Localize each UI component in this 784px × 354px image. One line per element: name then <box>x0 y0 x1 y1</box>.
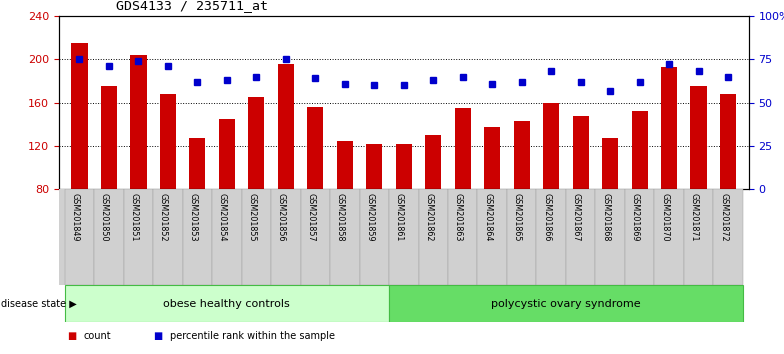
Text: GSM201855: GSM201855 <box>247 193 256 242</box>
Text: GSM201871: GSM201871 <box>690 193 699 242</box>
Bar <box>183 189 212 285</box>
Bar <box>94 189 124 285</box>
Bar <box>71 43 88 189</box>
Bar <box>448 189 477 285</box>
Bar <box>536 189 566 285</box>
Bar <box>713 189 742 285</box>
Bar <box>655 189 684 285</box>
Text: percentile rank within the sample: percentile rank within the sample <box>170 331 335 341</box>
Bar <box>124 189 153 285</box>
Bar <box>419 189 448 285</box>
Text: GSM201864: GSM201864 <box>483 193 492 241</box>
Bar <box>153 189 183 285</box>
Text: GSM201852: GSM201852 <box>159 193 168 242</box>
Bar <box>366 144 383 189</box>
Text: ■: ■ <box>153 331 162 341</box>
Text: count: count <box>84 331 111 341</box>
Text: GSM201853: GSM201853 <box>188 193 198 242</box>
Text: GSM201849: GSM201849 <box>71 193 79 242</box>
Text: GSM201857: GSM201857 <box>307 193 315 242</box>
Bar <box>160 94 176 189</box>
Bar <box>484 126 500 189</box>
Bar <box>330 189 360 285</box>
Text: GSM201851: GSM201851 <box>129 193 139 242</box>
Text: GSM201872: GSM201872 <box>719 193 728 242</box>
Text: GSM201870: GSM201870 <box>660 193 669 242</box>
Bar <box>360 189 389 285</box>
Bar <box>271 189 300 285</box>
Bar <box>389 285 742 322</box>
Bar <box>566 189 595 285</box>
Bar <box>632 111 648 189</box>
Bar <box>65 189 94 285</box>
Bar <box>396 144 412 189</box>
Bar <box>101 86 117 189</box>
Text: ■: ■ <box>67 331 76 341</box>
Bar <box>720 94 736 189</box>
Text: GSM201865: GSM201865 <box>513 193 521 242</box>
Text: GDS4133 / 235711_at: GDS4133 / 235711_at <box>116 0 268 12</box>
Bar <box>425 135 441 189</box>
Bar <box>602 138 619 189</box>
Text: obese healthy controls: obese healthy controls <box>164 298 290 309</box>
Bar <box>212 189 241 285</box>
Bar <box>625 189 655 285</box>
Bar <box>684 189 713 285</box>
Text: polycystic ovary syndrome: polycystic ovary syndrome <box>491 298 641 309</box>
Text: GSM201866: GSM201866 <box>543 193 551 241</box>
Bar <box>219 119 235 189</box>
Text: GSM201862: GSM201862 <box>424 193 434 242</box>
Bar <box>130 55 147 189</box>
Text: GSM201850: GSM201850 <box>100 193 109 242</box>
Bar <box>661 67 677 189</box>
Bar <box>241 189 271 285</box>
Text: GSM201868: GSM201868 <box>601 193 610 241</box>
Bar <box>455 108 471 189</box>
Bar <box>65 285 389 322</box>
Bar <box>572 116 589 189</box>
Text: disease state ▶: disease state ▶ <box>1 298 77 309</box>
Bar <box>543 103 559 189</box>
Text: GSM201859: GSM201859 <box>365 193 374 242</box>
Bar <box>278 64 294 189</box>
Bar <box>300 189 330 285</box>
Text: GSM201867: GSM201867 <box>572 193 581 242</box>
Text: GSM201858: GSM201858 <box>336 193 345 242</box>
Bar <box>307 107 324 189</box>
Bar <box>389 189 419 285</box>
Bar <box>477 189 507 285</box>
Bar <box>249 97 264 189</box>
Bar <box>595 189 625 285</box>
Text: GSM201856: GSM201856 <box>277 193 286 242</box>
Text: GSM201854: GSM201854 <box>218 193 227 242</box>
Bar <box>336 141 353 189</box>
Bar <box>507 189 536 285</box>
Bar <box>691 86 706 189</box>
Bar <box>189 138 205 189</box>
Bar <box>514 121 530 189</box>
Text: GSM201861: GSM201861 <box>395 193 404 241</box>
Text: GSM201869: GSM201869 <box>630 193 640 242</box>
Text: GSM201863: GSM201863 <box>454 193 463 241</box>
